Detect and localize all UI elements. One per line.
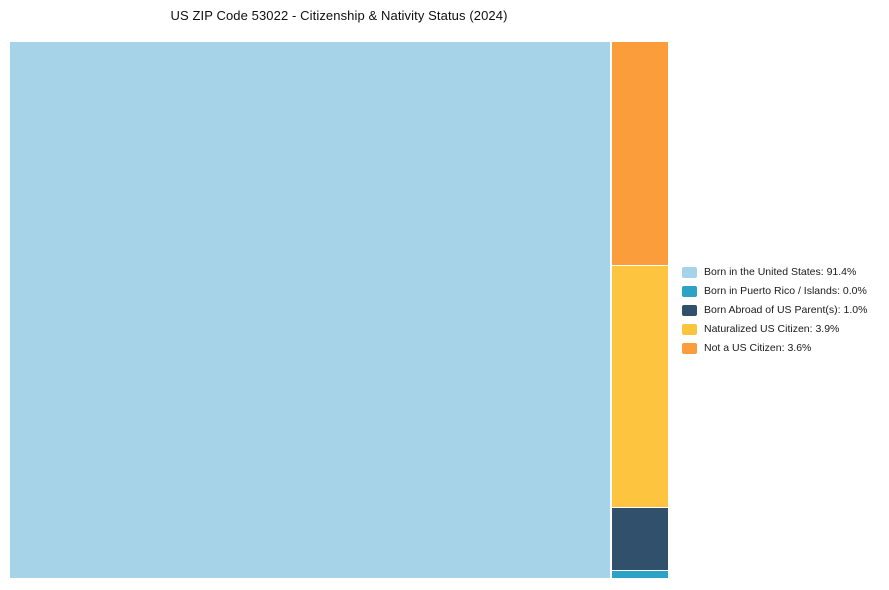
legend-label: Born in the United States: 91.4% xyxy=(704,265,857,278)
segment-naturalized-us-citizen[interactable] xyxy=(612,265,668,507)
legend-swatch xyxy=(682,266,697,278)
legend-item-naturalized-us-citizen[interactable]: Naturalized US Citizen: 3.9% xyxy=(682,322,867,335)
segment-born-abroad-us-parents[interactable] xyxy=(612,507,668,570)
legend-swatch xyxy=(682,285,697,297)
treemap-chart xyxy=(10,42,668,578)
legend-swatch xyxy=(682,304,697,316)
chart-title: US ZIP Code 53022 - Citizenship & Nativi… xyxy=(170,8,508,23)
segment-born-in-united-states[interactable] xyxy=(10,42,611,578)
legend-label: Naturalized US Citizen: 3.9% xyxy=(704,322,840,335)
legend-swatch xyxy=(682,323,697,335)
legend-label: Not a US Citizen: 3.6% xyxy=(704,341,812,354)
treemap-minor-column xyxy=(612,42,668,578)
legend-item-born-abroad-us-parents[interactable]: Born Abroad of US Parent(s): 1.0% xyxy=(682,303,868,316)
legend-item-born-in-puerto-rico-islands[interactable]: Born in Puerto Rico / Islands: 0.0% xyxy=(682,284,867,297)
legend-item-born-in-united-states[interactable]: Born in the United States: 91.4% xyxy=(682,265,867,278)
legend-label: Born in Puerto Rico / Islands: 0.0% xyxy=(704,284,867,297)
legend-swatch xyxy=(682,342,697,354)
segment-not-a-us-citizen[interactable] xyxy=(612,42,668,265)
legend-label: Born Abroad of US Parent(s): 1.0% xyxy=(704,303,868,316)
legend: Born in the United States: 91.4% Born in… xyxy=(682,42,867,578)
segment-born-in-puerto-rico-islands[interactable] xyxy=(612,570,668,578)
legend-item-not-a-us-citizen[interactable]: Not a US Citizen: 3.6% xyxy=(682,341,867,354)
